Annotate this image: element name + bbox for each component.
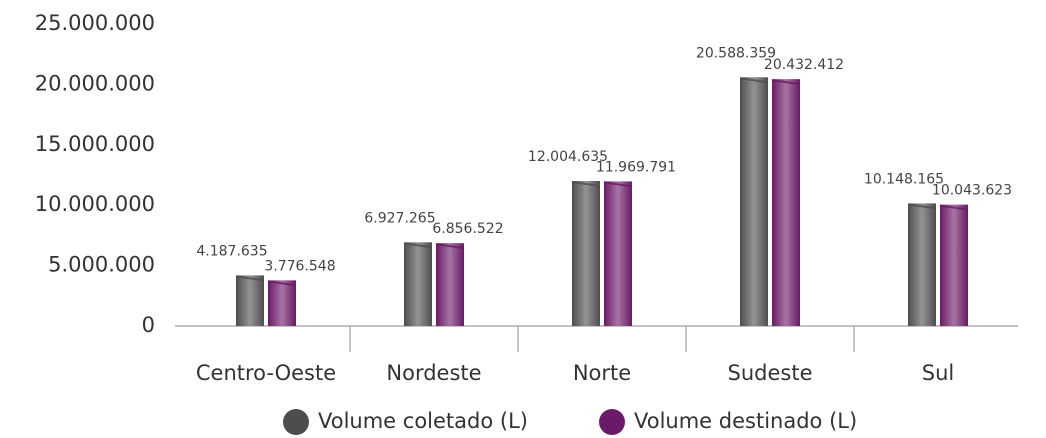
value-label: 20.432.412 xyxy=(764,57,844,73)
y-tick-label: 20.000.000 xyxy=(35,71,155,95)
bar-top xyxy=(404,242,432,249)
legend-label: Volume destinado (L) xyxy=(634,409,857,433)
bar-shine xyxy=(404,242,432,326)
bar-top xyxy=(436,243,464,250)
value-label: 20.588.359 xyxy=(696,45,776,61)
value-label: 3.776.548 xyxy=(264,258,335,274)
x-tick-label: Nordeste xyxy=(386,361,481,385)
value-label: 10.148.165 xyxy=(864,171,944,187)
x-tick-label: Centro-Oeste xyxy=(196,361,336,385)
bar-top xyxy=(772,79,800,86)
x-tick-label: Norte xyxy=(573,361,631,385)
bar-top xyxy=(908,203,936,210)
bar-shine xyxy=(772,79,800,327)
bar-shine xyxy=(572,180,600,326)
bar-top xyxy=(940,204,968,211)
legend-swatch xyxy=(599,409,625,435)
bar-shine xyxy=(740,77,768,326)
bar-shine xyxy=(268,280,296,326)
value-label: 6.856.522 xyxy=(432,221,503,237)
bar-top xyxy=(604,181,632,188)
legend-swatch xyxy=(283,409,309,435)
y-tick-label: 15.000.000 xyxy=(35,132,155,156)
y-tick-label: 0 xyxy=(142,313,155,337)
bar-shine xyxy=(908,203,936,326)
value-label: 10.043.623 xyxy=(932,183,1012,199)
bar-shine xyxy=(236,275,264,326)
value-label: 11.969.791 xyxy=(596,159,676,175)
bar-top xyxy=(268,280,296,287)
bar-shine xyxy=(604,181,632,326)
value-label: 4.187.635 xyxy=(196,243,267,259)
y-tick-label: 25.000.000 xyxy=(35,11,155,35)
value-label: 12.004.635 xyxy=(528,149,608,165)
bar-shine xyxy=(436,243,464,326)
y-tick-label: 10.000.000 xyxy=(35,192,155,216)
bar-top xyxy=(572,180,600,187)
bar-shine xyxy=(940,204,968,326)
legend-label: Volume coletado (L) xyxy=(318,409,528,433)
x-tick-label: Sul xyxy=(922,361,954,385)
y-tick-label: 5.000.000 xyxy=(48,253,155,277)
bar-top xyxy=(236,275,264,282)
bar-top xyxy=(740,77,768,84)
x-tick-label: Sudeste xyxy=(728,361,813,385)
value-label: 6.927.265 xyxy=(364,210,435,226)
